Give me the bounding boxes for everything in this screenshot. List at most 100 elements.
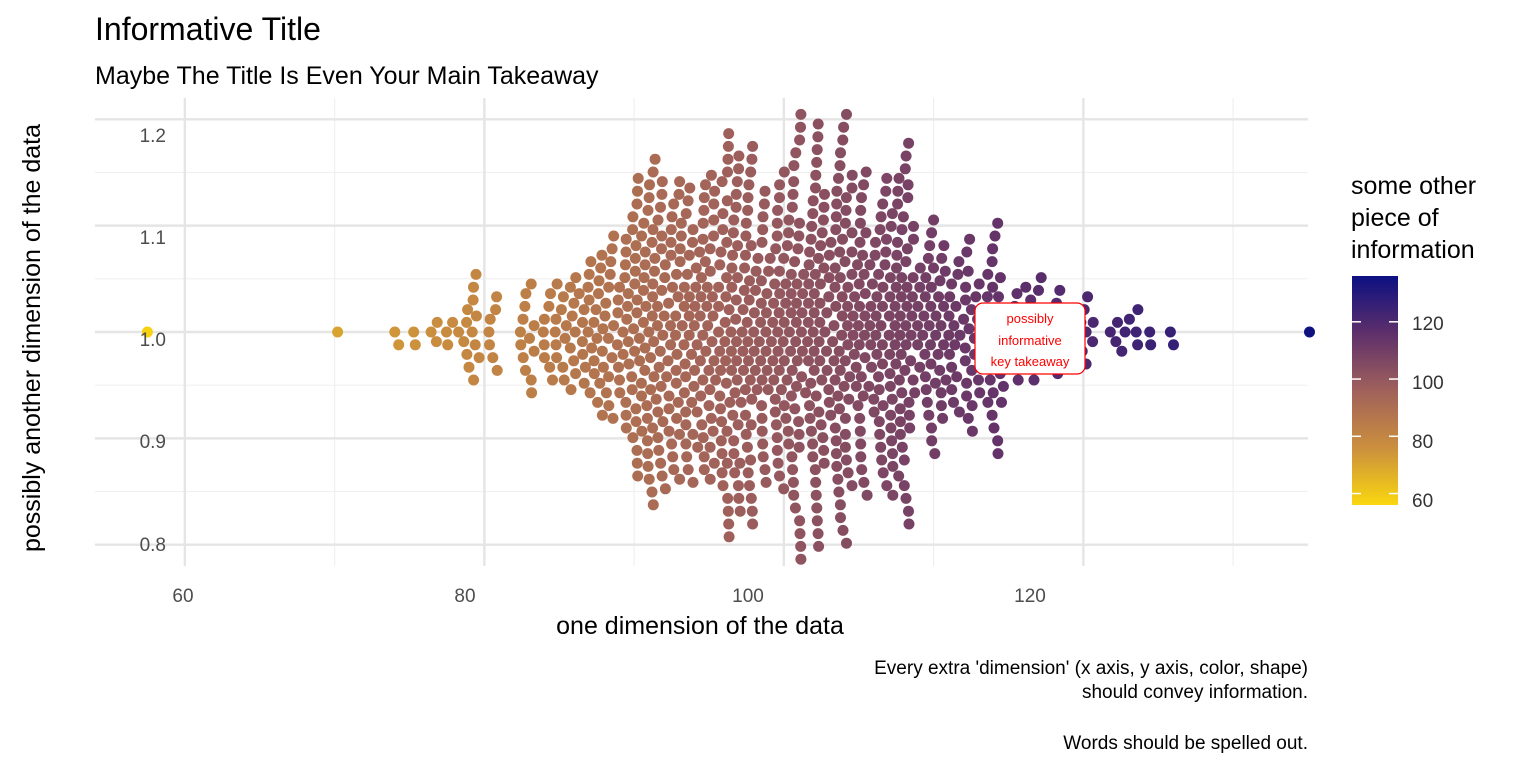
data-point — [859, 310, 871, 322]
data-point — [812, 131, 824, 143]
data-point — [818, 457, 830, 469]
data-point — [839, 355, 851, 367]
data-point — [885, 422, 897, 434]
data-point — [638, 217, 650, 229]
data-point — [568, 355, 580, 367]
data-point — [641, 412, 653, 424]
data-point — [795, 326, 807, 338]
data-point — [688, 380, 700, 392]
data-point — [759, 185, 771, 197]
data-point — [814, 278, 826, 290]
data-point — [785, 307, 797, 319]
data-point — [543, 300, 555, 312]
legend-tick-label: 80 — [1412, 432, 1433, 453]
data-point — [892, 236, 903, 248]
data-point — [855, 438, 867, 450]
data-point — [829, 422, 841, 434]
data-point — [902, 192, 914, 204]
data-point — [994, 272, 1006, 284]
data-point — [1104, 326, 1116, 338]
x-tick-label: 120 — [1014, 586, 1046, 607]
data-point — [462, 304, 474, 316]
data-point — [612, 294, 624, 306]
data-point — [680, 406, 692, 418]
data-point — [755, 316, 767, 328]
data-point — [705, 412, 717, 424]
data-point — [583, 294, 595, 306]
data-point — [918, 310, 930, 322]
data-point — [830, 435, 842, 447]
data-point — [713, 326, 725, 338]
data-point — [914, 262, 926, 274]
data-point — [802, 316, 814, 328]
data-point — [588, 316, 600, 328]
data-point — [841, 537, 852, 549]
data-point — [855, 451, 867, 463]
data-point — [894, 416, 906, 428]
data-point — [578, 377, 590, 389]
data-point — [946, 361, 958, 373]
data-point — [606, 352, 618, 364]
data-point — [892, 185, 904, 197]
data-point — [663, 390, 675, 402]
data-point — [551, 352, 563, 364]
data-point — [645, 352, 656, 364]
data-point — [409, 339, 421, 351]
data-point — [730, 313, 742, 325]
data-point — [785, 288, 797, 300]
data-point — [860, 227, 872, 239]
data-point — [881, 172, 893, 184]
data-point — [1082, 291, 1094, 303]
data-point — [786, 201, 798, 213]
data-point — [461, 348, 473, 360]
data-point — [681, 451, 693, 463]
data-point — [1168, 339, 1179, 351]
data-point — [930, 329, 942, 341]
data-point — [635, 377, 647, 389]
data-point — [875, 320, 887, 332]
data-point — [832, 390, 844, 402]
data-point — [733, 492, 745, 504]
data-point — [700, 179, 711, 191]
data-point — [866, 361, 877, 373]
data-point — [846, 227, 858, 239]
data-point — [517, 352, 529, 364]
data-point — [672, 396, 684, 408]
data-point — [659, 272, 671, 284]
data-point — [408, 326, 420, 338]
data-point — [708, 214, 720, 226]
data-point — [629, 278, 641, 290]
data-point — [873, 384, 885, 396]
data-point — [981, 291, 993, 303]
data-point — [912, 320, 924, 332]
data-point — [709, 185, 721, 197]
data-point — [631, 294, 643, 306]
data-point — [1123, 313, 1135, 325]
data-point — [579, 361, 591, 373]
data-point — [755, 275, 767, 287]
data-point — [715, 246, 727, 258]
data-point — [772, 204, 784, 216]
data-point — [795, 553, 807, 565]
data-point — [839, 217, 851, 229]
data-point — [694, 355, 706, 367]
data-point — [749, 364, 761, 376]
data-point — [627, 224, 639, 236]
data-point — [936, 252, 948, 264]
data-point — [647, 278, 659, 290]
legend-title-line-1: some other — [1351, 172, 1476, 200]
data-point — [919, 348, 931, 360]
data-point — [600, 387, 612, 399]
data-point — [894, 428, 906, 440]
data-point — [901, 281, 913, 293]
data-point — [966, 364, 978, 376]
x-axis-ticks: 60 80 100 120 — [172, 586, 1045, 607]
data-point — [746, 393, 758, 405]
data-point — [922, 252, 934, 264]
data-point — [768, 374, 780, 386]
y-tick-label: 1.0 — [140, 330, 166, 351]
data-point — [774, 179, 786, 191]
data-point — [818, 262, 830, 274]
data-point — [597, 361, 609, 373]
data-point — [891, 249, 903, 261]
